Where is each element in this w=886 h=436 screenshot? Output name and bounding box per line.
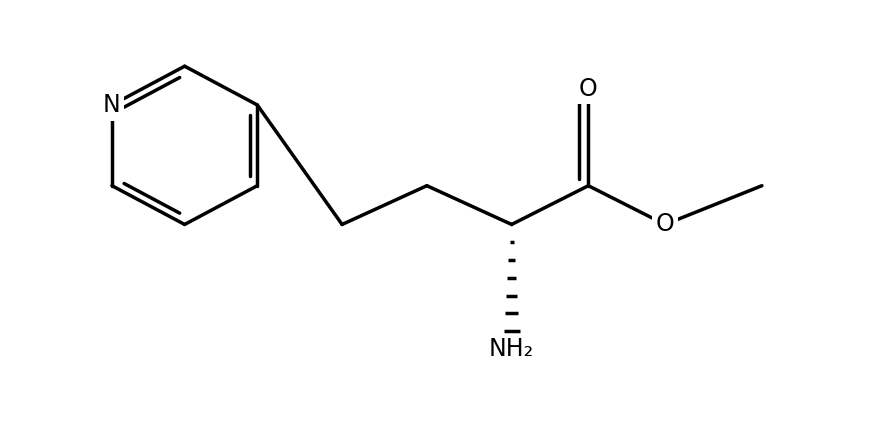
Text: NH₂: NH₂: [489, 337, 534, 361]
Text: O: O: [579, 77, 598, 101]
Text: N: N: [103, 93, 120, 117]
Text: O: O: [656, 212, 674, 236]
